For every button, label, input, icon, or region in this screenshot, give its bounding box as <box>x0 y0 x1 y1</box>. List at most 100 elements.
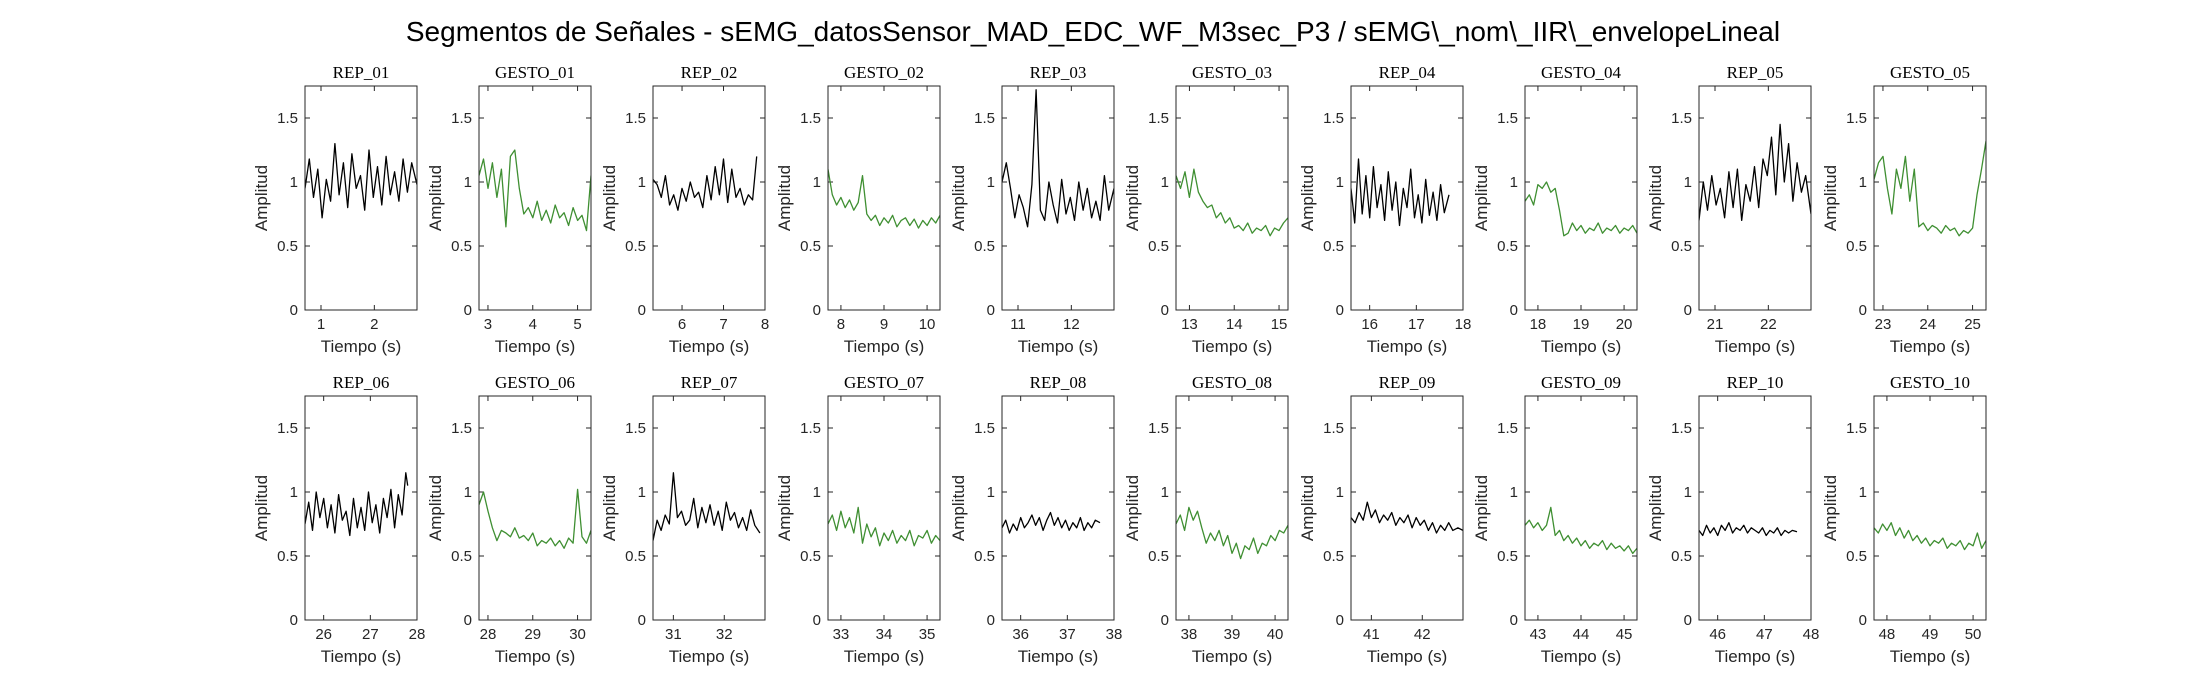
y-tick-label: 0.5 <box>277 548 298 565</box>
subplot-rep-02: 0 0.5 1 1.5 6 7 8 REP_02 Tiempo (s) Amplitud <box>600 63 769 356</box>
subplot-title: GESTO_02 <box>844 63 924 82</box>
y-tick-label: 0 <box>987 612 995 629</box>
y-tick-label: 1 <box>1510 174 1518 191</box>
subplot-title: GESTO_07 <box>844 373 924 392</box>
y-axis-label: Amplitud <box>775 475 794 541</box>
y-axis-label: Amplitud <box>1646 475 1665 541</box>
y-tick-label: 0.5 <box>1497 548 1518 565</box>
y-axis-label: Amplitud <box>1123 165 1142 231</box>
y-axis-label: Amplitud <box>1298 165 1317 231</box>
y-tick-label: 1 <box>290 174 298 191</box>
x-axis-label: Tiempo (s) <box>495 647 576 666</box>
y-tick-label: 1.5 <box>625 110 646 127</box>
y-tick-label: 0 <box>464 612 472 629</box>
plot-area <box>1874 396 1986 620</box>
x-axis-label: Tiempo (s) <box>844 337 925 356</box>
y-tick-label: 0.5 <box>625 548 646 565</box>
plot-area <box>653 86 765 310</box>
axes-box <box>1524 85 1638 311</box>
x-tick-label: 49 <box>1922 626 1939 643</box>
y-tick-label: 0.5 <box>974 238 995 255</box>
y-axis-label: Amplitud <box>1472 165 1491 231</box>
x-tick-label: 36 <box>1012 626 1029 643</box>
y-tick-label: 1 <box>464 484 472 501</box>
axes-box <box>1175 85 1289 311</box>
x-tick-label: 28 <box>409 626 426 643</box>
y-tick-label: 1.5 <box>1323 110 1344 127</box>
series-line <box>479 149 591 232</box>
x-tick-label: 2 <box>370 316 378 333</box>
y-tick-label: 1 <box>638 484 646 501</box>
y-tick-label: 1 <box>1510 484 1518 501</box>
plot-area <box>479 86 591 310</box>
y-tick-label: 0.5 <box>800 238 821 255</box>
series-line <box>1176 168 1288 237</box>
x-tick-label: 5 <box>573 316 581 333</box>
x-axis-label: Tiempo (s) <box>1890 337 1971 356</box>
y-axis-label: Amplitud <box>1646 165 1665 231</box>
x-axis-label: Tiempo (s) <box>1715 337 1796 356</box>
y-tick-label: 1 <box>1859 484 1867 501</box>
subplot-title: GESTO_03 <box>1192 63 1272 82</box>
plot-area <box>1176 86 1288 310</box>
x-axis-label: Tiempo (s) <box>321 337 402 356</box>
subplot-rep-06: 0 0.5 1 1.5 26 27 28 REP_06 Tiempo (s) Amplitud <box>252 373 425 666</box>
plot-area <box>1699 396 1811 620</box>
subplot-title: REP_06 <box>333 373 390 392</box>
y-tick-label: 0 <box>290 302 298 319</box>
y-tick-label: 1 <box>1684 484 1692 501</box>
x-axis-label: Tiempo (s) <box>1018 647 1099 666</box>
axes-box <box>1698 85 1812 311</box>
x-tick-label: 1 <box>317 316 325 333</box>
y-tick-label: 1 <box>1859 174 1867 191</box>
y-tick-label: 1.5 <box>800 110 821 127</box>
x-tick-label: 8 <box>837 316 845 333</box>
subplot-gesto-10: 0 0.5 1 1.5 48 49 50 GESTO_10 Tiempo (s) Amplitud <box>1821 373 1987 666</box>
x-tick-label: 18 <box>1455 316 1472 333</box>
plot-area <box>479 396 591 620</box>
y-tick-label: 1 <box>813 484 821 501</box>
subplot-title: GESTO_06 <box>495 373 575 392</box>
y-axis-label: Amplitud <box>1298 475 1317 541</box>
y-tick-label: 1 <box>813 174 821 191</box>
x-tick-label: 34 <box>876 626 893 643</box>
y-axis-label: Amplitud <box>252 475 271 541</box>
y-tick-label: 0.5 <box>451 238 472 255</box>
y-tick-label: 1.5 <box>1671 420 1692 437</box>
subplot-title: GESTO_05 <box>1890 63 1970 82</box>
axes-box <box>827 395 941 621</box>
subplot-title: GESTO_04 <box>1541 63 1621 82</box>
plot-area <box>828 86 940 310</box>
series-line <box>1874 140 1986 237</box>
axes-box <box>1698 395 1812 621</box>
subplot-title: REP_04 <box>1379 63 1436 82</box>
x-axis-label: Tiempo (s) <box>1541 337 1622 356</box>
y-tick-label: 0 <box>1859 302 1867 319</box>
y-tick-label: 0 <box>1336 612 1344 629</box>
axes-box <box>652 85 766 311</box>
series-line <box>1525 181 1637 237</box>
y-tick-label: 1 <box>464 174 472 191</box>
y-tick-label: 1.5 <box>1846 420 1867 437</box>
plot-area <box>1002 396 1114 620</box>
y-tick-label: 1.5 <box>1497 420 1518 437</box>
y-tick-label: 1 <box>1161 174 1169 191</box>
x-tick-label: 32 <box>716 626 733 643</box>
subplot-gesto-09: 0 0.5 1 1.5 43 44 45 GESTO_09 Tiempo (s) Amplitud <box>1472 373 1638 666</box>
y-tick-label: 0 <box>1684 302 1692 319</box>
x-tick-label: 26 <box>315 626 332 643</box>
y-tick-label: 1 <box>290 484 298 501</box>
y-tick-label: 1 <box>1684 174 1692 191</box>
x-tick-label: 8 <box>761 316 769 333</box>
x-tick-label: 16 <box>1361 316 1378 333</box>
x-tick-label: 38 <box>1106 626 1123 643</box>
x-axis-label: Tiempo (s) <box>495 337 576 356</box>
y-axis-label: Amplitud <box>949 475 968 541</box>
series-line <box>1002 511 1101 534</box>
x-tick-label: 13 <box>1181 316 1198 333</box>
axes-box <box>1524 395 1638 621</box>
series-line <box>1525 506 1637 555</box>
y-tick-label: 1.5 <box>1846 110 1867 127</box>
y-tick-label: 1.5 <box>451 420 472 437</box>
x-tick-label: 31 <box>665 626 682 643</box>
